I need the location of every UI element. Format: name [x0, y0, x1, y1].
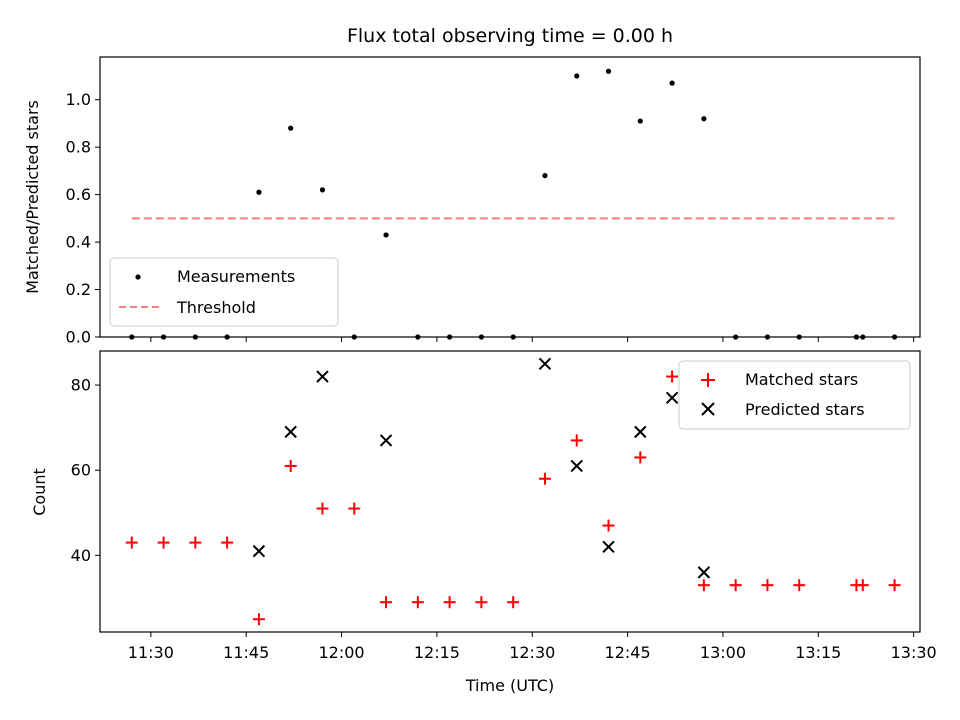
matched-point-5	[284, 459, 297, 472]
ratio-panel: Flux total observing time = 0.00 h Match…	[23, 25, 921, 347]
count-y-tick-label-0: 40	[71, 546, 91, 565]
measurement-point-13	[542, 173, 548, 179]
legend-predicted-label: Predicted stars	[745, 400, 865, 419]
count-legend: Matched stars Predicted stars	[678, 360, 911, 430]
count-panel: Count Time (UTC) 40 60 80 11:30 11:45 12:00 12…	[30, 350, 937, 695]
ratio-y-tick-label-0: 0.0	[66, 328, 91, 347]
matched-point-6	[316, 502, 329, 515]
ratio-y-tick-label-4: 0.8	[66, 138, 91, 157]
matched-point-21	[793, 579, 806, 592]
legend-measurements-marker	[135, 274, 141, 280]
matched-point-20	[761, 579, 774, 592]
matched-point-17	[666, 370, 679, 383]
x-tick-label-8: 13:30	[891, 643, 937, 662]
x-tick-label-2: 12:00	[318, 643, 364, 662]
ratio-y-tick-label-5: 1.0	[66, 90, 91, 109]
matched-point-18	[697, 579, 710, 592]
predicted-point-2	[316, 370, 329, 383]
matched-point-15	[602, 519, 615, 532]
count-plot-area: 40 60 80 11:30 11:45 12:00 12:15 12:30 12:45 13:0…	[71, 357, 937, 662]
y-axis-label-ratio: Matched/Predicted stars	[23, 100, 42, 294]
predicted-point-6	[602, 540, 615, 554]
matched-point-0	[125, 536, 138, 549]
y-axis-label-count: Count	[30, 468, 49, 516]
x-tick-label-7: 13:15	[795, 643, 841, 662]
x-tick-label-1: 11:45	[223, 643, 269, 662]
matched-point-2	[189, 536, 202, 549]
measurement-point-18	[701, 116, 707, 122]
count-y-tick-label-1: 60	[71, 461, 91, 480]
ratio-y-tick-label-2: 0.4	[66, 233, 91, 252]
matched-point-13	[538, 472, 551, 485]
legend-measurements-label: Measurements	[177, 267, 295, 286]
count-plot-frame	[99, 350, 921, 633]
predicted-point-4	[538, 357, 552, 370]
ratio-y-tick-label-3: 0.6	[66, 185, 91, 204]
matched-point-14	[570, 434, 583, 447]
measurement-point-8	[383, 232, 389, 238]
matched-point-7	[348, 502, 361, 515]
ratio-plot-area: 0.0 0.2 0.4 0.6 0.8 1.0	[66, 68, 915, 347]
x-tick-label-5: 12:45	[605, 643, 651, 662]
matched-point-4	[252, 613, 265, 626]
matched-point-12	[507, 596, 520, 609]
measurement-point-5	[288, 125, 294, 131]
legend-matched-label: Matched stars	[745, 370, 858, 389]
x-tick-label-3: 12:15	[414, 643, 460, 662]
legend-matched-marker	[701, 373, 715, 387]
measurement-point-14	[574, 73, 580, 79]
x-tick-label-6: 13:00	[700, 643, 746, 662]
measurement-point-6	[319, 187, 326, 193]
matched-point-3	[221, 536, 234, 549]
x-axis-label: Time (UTC)	[465, 676, 554, 695]
predicted-point-1	[284, 425, 297, 439]
count-y-tick-label-2: 80	[71, 376, 91, 395]
matched-point-9	[411, 596, 424, 609]
measurement-point-15	[605, 68, 612, 74]
chart-title: Flux total observing time = 0.00 h	[347, 25, 673, 47]
matched-point-23	[856, 579, 869, 592]
legend-predicted-marker	[701, 402, 715, 416]
ratio-y-tick-label-1: 0.2	[66, 280, 91, 299]
legend-threshold-label: Threshold	[176, 298, 256, 317]
x-tick-label-4: 12:30	[509, 643, 555, 662]
ratio-legend: Measurements Threshold	[109, 257, 339, 327]
x-tick-label-0: 11:30	[128, 643, 174, 662]
matched-point-11	[475, 596, 488, 609]
count-legend-box	[678, 360, 911, 430]
matched-point-24	[888, 579, 901, 592]
measurement-point-4	[256, 189, 262, 195]
ratio-legend-box	[109, 257, 339, 327]
predicted-point-8	[665, 391, 679, 405]
predicted-point-0	[252, 544, 266, 558]
matched-point-8	[380, 596, 393, 609]
matched-point-19	[729, 579, 742, 592]
predicted-point-5	[570, 459, 583, 473]
predicted-point-7	[634, 425, 647, 439]
matched-point-1	[157, 536, 170, 549]
predicted-point-9	[697, 566, 711, 579]
matched-point-16	[634, 451, 647, 464]
measurement-point-17	[669, 80, 675, 86]
predicted-point-3	[379, 434, 393, 447]
measurement-point-16	[637, 118, 643, 124]
matched-point-10	[443, 596, 456, 609]
ratio-plot-frame	[99, 56, 921, 338]
